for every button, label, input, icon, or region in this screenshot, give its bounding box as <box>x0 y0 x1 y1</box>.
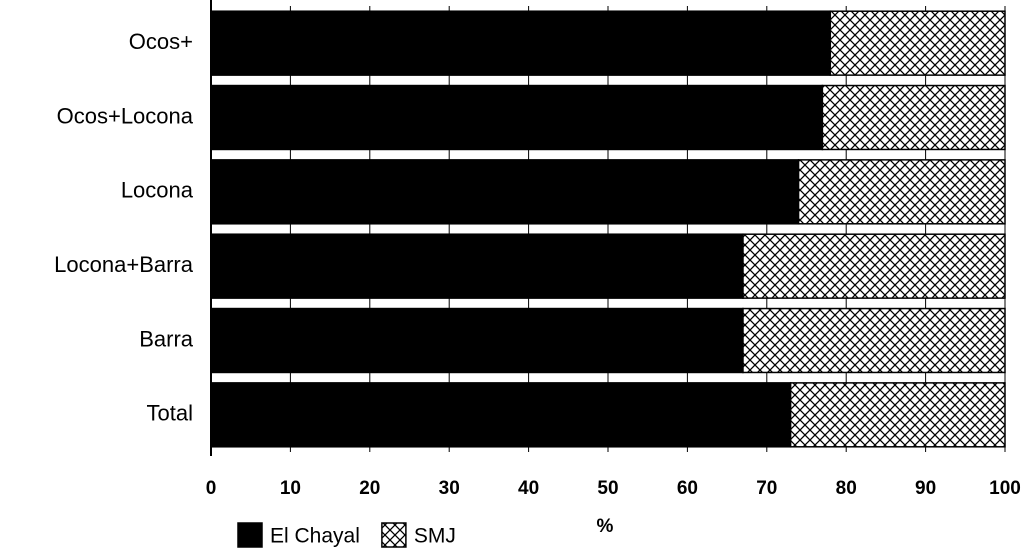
bar-segment <box>210 159 800 225</box>
y-tick-label: Locona+Barra <box>54 252 194 277</box>
bar-segment <box>210 233 744 299</box>
bar-segment <box>210 84 824 151</box>
x-tick-label: 80 <box>836 478 857 499</box>
bar-segment <box>210 382 792 448</box>
y-tick-label: Ocos+Locona <box>57 103 194 128</box>
legend-swatch <box>237 522 263 548</box>
y-tick-label: Barra <box>139 326 194 351</box>
bar-segment <box>797 159 1006 225</box>
legend-swatch <box>381 522 407 548</box>
y-tick-label: Ocos+ <box>129 29 193 54</box>
y-tick-label: Total <box>147 401 193 426</box>
legend-label: SMJ <box>414 525 456 548</box>
x-tick-label: 10 <box>280 478 301 499</box>
bar-segment <box>789 382 1006 448</box>
x-tick-label: 70 <box>756 478 777 499</box>
bar-segment <box>742 307 1006 374</box>
x-tick-label: 20 <box>359 478 380 499</box>
bar-segment <box>210 307 744 374</box>
x-tick-label: 30 <box>439 478 460 499</box>
y-tick-label: Locona <box>121 178 194 203</box>
x-tick-label: 100 <box>989 478 1021 499</box>
x-tick-label: 40 <box>518 478 539 499</box>
x-tick-label: 0 <box>206 478 217 499</box>
bar-segment <box>829 10 1006 76</box>
x-tick-label: 60 <box>677 478 698 499</box>
bar-segment <box>742 233 1006 299</box>
legend-label: El Chayal <box>270 525 360 548</box>
x-tick-label: 90 <box>915 478 936 499</box>
bar-segment <box>210 10 832 76</box>
x-axis-label: % <box>597 516 614 537</box>
x-tick-label: 50 <box>597 478 618 499</box>
bar-segment <box>821 84 1006 151</box>
